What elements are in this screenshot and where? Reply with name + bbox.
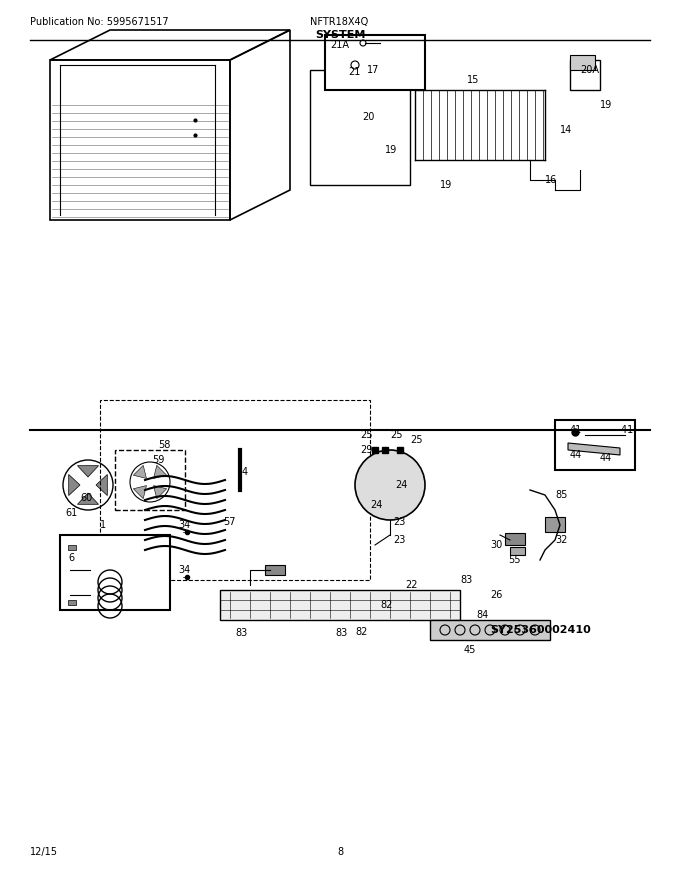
Bar <box>100 400 370 580</box>
Polygon shape <box>69 474 80 495</box>
Text: 12/15: 12/15 <box>30 847 58 857</box>
Text: 24: 24 <box>395 480 407 490</box>
Circle shape <box>355 450 425 520</box>
Text: 20: 20 <box>362 112 375 122</box>
Polygon shape <box>133 466 146 479</box>
Text: 60: 60 <box>80 493 92 503</box>
Text: 21A: 21A <box>330 40 349 50</box>
Bar <box>68 600 76 605</box>
Text: 83: 83 <box>460 575 472 585</box>
Text: 25: 25 <box>390 430 403 440</box>
Text: 82: 82 <box>355 627 367 637</box>
Text: 82: 82 <box>380 600 392 610</box>
Bar <box>505 533 525 545</box>
Text: 21: 21 <box>348 67 360 77</box>
Text: 59: 59 <box>152 455 165 465</box>
Polygon shape <box>430 620 550 640</box>
Text: SY25360002410: SY25360002410 <box>490 625 591 635</box>
Text: 23: 23 <box>393 535 405 545</box>
Text: NFTR18X4Q: NFTR18X4Q <box>310 17 369 27</box>
Text: 57: 57 <box>223 517 235 527</box>
Text: 15: 15 <box>467 75 479 85</box>
Text: 19: 19 <box>600 100 612 110</box>
Text: 44: 44 <box>570 450 582 460</box>
Text: Publication No: 5995671517: Publication No: 5995671517 <box>30 17 169 27</box>
Text: 22: 22 <box>405 580 418 590</box>
Polygon shape <box>568 443 620 455</box>
Text: 19: 19 <box>385 145 397 155</box>
Text: 25: 25 <box>410 435 422 445</box>
Polygon shape <box>96 474 107 495</box>
Text: 8: 8 <box>337 847 343 857</box>
Polygon shape <box>570 55 595 70</box>
Bar <box>115 450 185 510</box>
Text: 25: 25 <box>360 430 373 440</box>
Text: 19: 19 <box>440 180 452 190</box>
Text: 61: 61 <box>65 508 78 518</box>
Polygon shape <box>78 466 99 477</box>
Bar <box>545 517 565 532</box>
Polygon shape <box>78 493 99 504</box>
Polygon shape <box>154 466 167 479</box>
Text: 14: 14 <box>560 125 573 135</box>
Text: 45: 45 <box>464 645 477 655</box>
Text: —  41: — 41 <box>605 425 633 435</box>
Text: 84: 84 <box>476 610 488 620</box>
Text: 6: 6 <box>68 553 74 563</box>
Polygon shape <box>220 590 460 620</box>
Text: 55: 55 <box>508 555 520 565</box>
Text: 34: 34 <box>178 520 190 530</box>
Text: 83: 83 <box>335 628 347 638</box>
Text: 30: 30 <box>490 540 503 550</box>
Polygon shape <box>133 486 146 499</box>
Text: 17: 17 <box>367 65 379 75</box>
Bar <box>510 547 525 555</box>
Text: 23: 23 <box>393 517 405 527</box>
FancyBboxPatch shape <box>555 420 635 470</box>
Text: 34: 34 <box>178 565 190 575</box>
Text: 26: 26 <box>490 590 503 600</box>
Text: 58: 58 <box>158 440 171 450</box>
Text: 1: 1 <box>100 520 106 530</box>
Text: 44: 44 <box>600 453 612 463</box>
Text: 20A: 20A <box>580 65 599 75</box>
FancyBboxPatch shape <box>325 35 425 90</box>
Text: 41: 41 <box>570 425 582 435</box>
Bar <box>68 545 76 550</box>
Text: 83: 83 <box>235 628 248 638</box>
Text: 24: 24 <box>370 500 382 510</box>
Text: 32: 32 <box>555 535 567 545</box>
Bar <box>265 565 285 575</box>
Text: 16: 16 <box>545 175 557 185</box>
Polygon shape <box>154 486 167 499</box>
Text: 4: 4 <box>242 467 248 477</box>
Text: 29: 29 <box>360 445 373 455</box>
FancyBboxPatch shape <box>60 535 170 610</box>
Text: SYSTEM: SYSTEM <box>315 30 365 40</box>
Text: 85: 85 <box>555 490 567 500</box>
